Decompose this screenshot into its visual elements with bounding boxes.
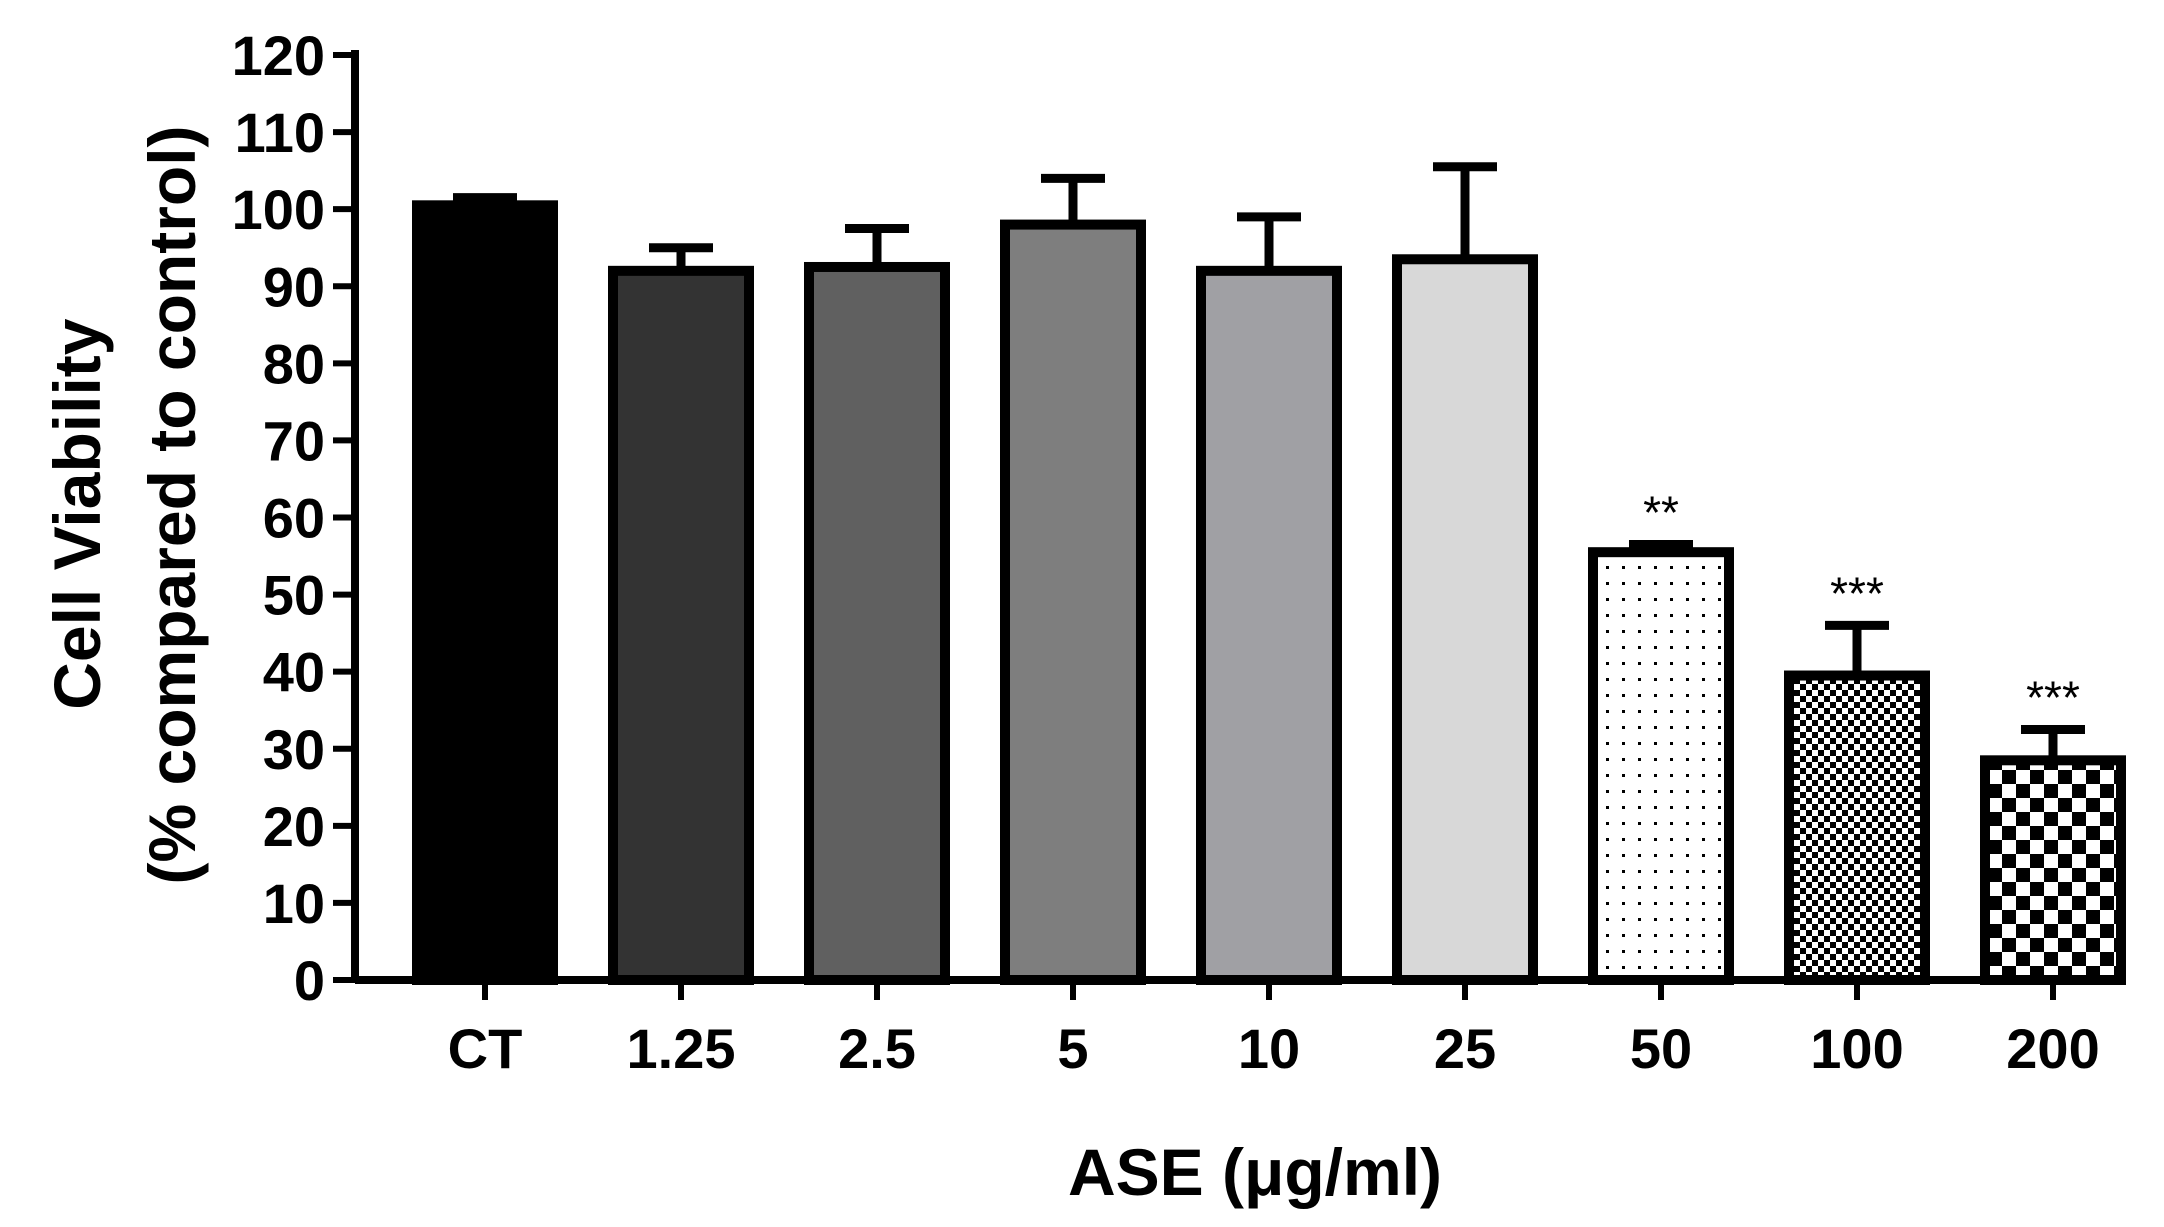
y-tick-label-50: 50 [263,564,325,627]
y-tick-label-0: 0 [294,949,325,1012]
significance-label-50: ** [1643,486,1679,538]
x-tick-label-100: 100 [1810,1017,1903,1080]
x-tick-label-CT: CT [448,1017,523,1080]
x-tick-label-50: 50 [1630,1017,1692,1080]
bar-10 [1196,265,1342,986]
bar-100 [1784,670,1930,985]
significance-label-200: *** [2026,671,2080,723]
x-tick-label-1-25: 1.25 [627,1017,736,1080]
y-tick-label-40: 40 [263,641,325,704]
y-tick-label-120: 120 [232,24,325,87]
y-axis-title: Cell Viability (% compared to control) [40,125,209,884]
bars: ******** [412,162,2126,986]
bar-5 [1000,219,1146,986]
x-tick-label-10: 10 [1238,1017,1300,1080]
y-tick-label-100: 100 [232,178,325,241]
x-tick-label-25: 25 [1434,1017,1496,1080]
x-axis-title: ASE (μg/ml) [1068,1135,1442,1209]
x-tick-label-200: 200 [2006,1017,2099,1080]
y-tick-label-60: 60 [263,487,325,550]
y-tick-label-70: 70 [263,409,325,472]
y-tick-label-10: 10 [263,872,325,935]
y-tick-label-90: 90 [263,255,325,318]
y-tick-label-80: 80 [263,332,325,395]
significance-label-100: *** [1830,567,1884,619]
bar-1-25 [608,265,754,986]
bar-25 [1392,254,1538,986]
y-tick-label-110: 110 [235,101,325,164]
bar-50 [1588,547,1734,985]
y-tick-label-20: 20 [263,795,325,858]
bar-200 [1980,755,2126,985]
x-tick-label-5: 5 [1057,1017,1088,1080]
axes: CT 1.25 2.5 5 10 25 50 100 200 0 10 20 30 40 50 60 70 80 9… [232,24,2125,1080]
x-tick-label-2-5: 2.5 [838,1017,916,1080]
y-axis-title-line1: Cell Viability [40,318,114,710]
y-tick-label-30: 30 [263,718,325,781]
bar-2-5 [804,261,950,985]
bar-CT [412,200,558,985]
y-axis-title-line2: (% compared to control) [135,125,209,884]
